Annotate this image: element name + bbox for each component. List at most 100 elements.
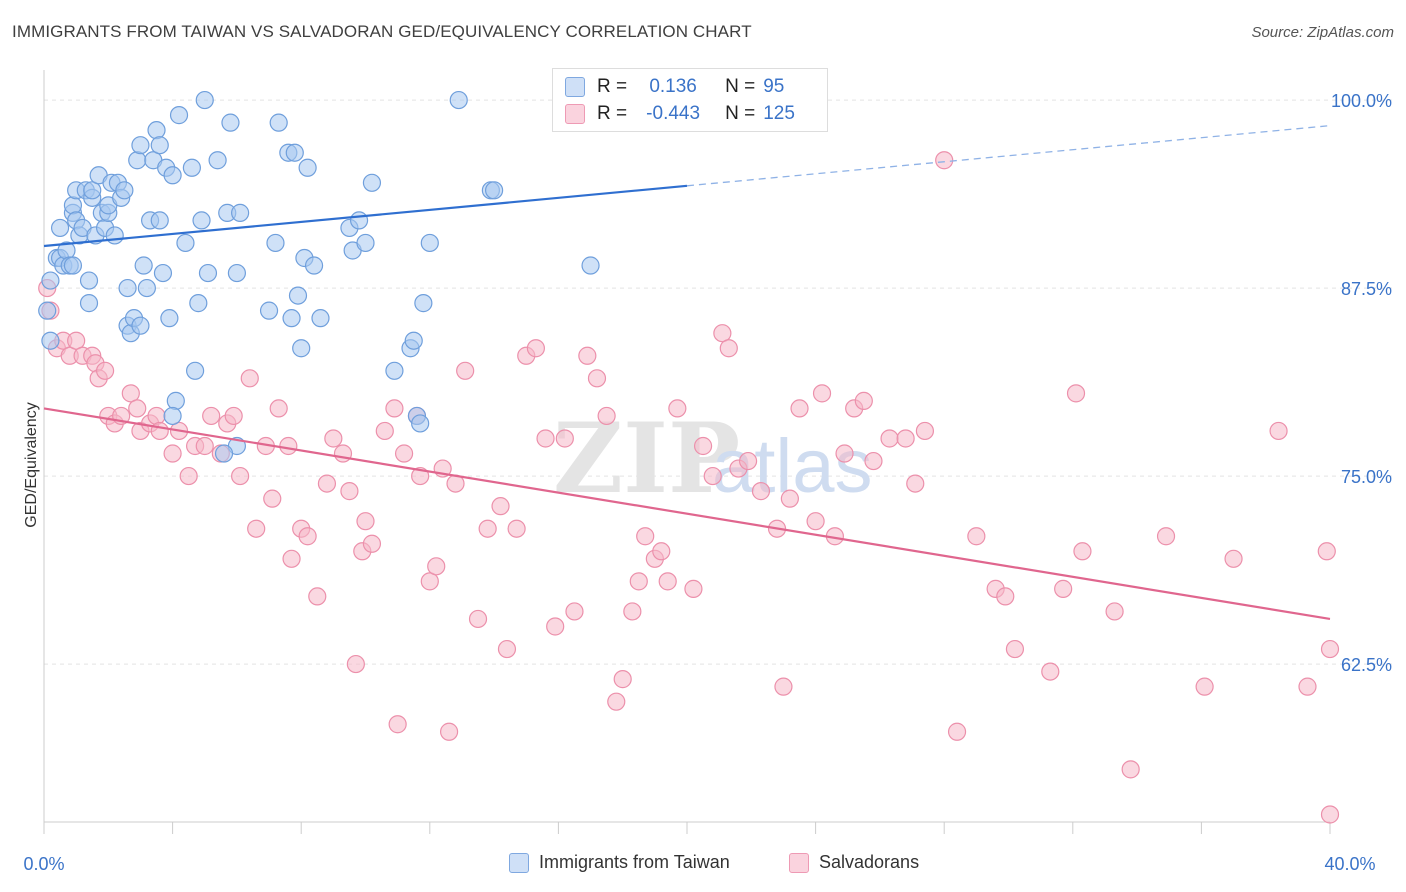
salvadoran-point <box>652 542 671 561</box>
legend-n-value: 125 <box>763 103 795 124</box>
bottom-legend-swatch-blue <box>509 852 529 873</box>
salvadoran-point <box>854 391 873 410</box>
legend-swatch-pink <box>565 104 585 124</box>
label-layer: 62.5% 75.0% 87.5% 100.0% 0.0% 40.0% GED/Equiva… <box>23 91 1392 874</box>
salvadoran-point <box>298 527 317 546</box>
taiwan-point <box>50 218 70 238</box>
salvadoran-point <box>202 406 221 426</box>
salvadoran-point <box>507 519 526 538</box>
legend-r-value: -0.443 <box>646 103 701 124</box>
taiwan-point <box>163 166 182 185</box>
grid-layer <box>44 99 1392 665</box>
taiwan-point <box>105 226 124 245</box>
y-tick-label: 75.0% <box>1341 467 1392 487</box>
salvadoran-point <box>150 421 169 441</box>
salvadoran-point <box>324 429 343 448</box>
salvadoran-point <box>780 489 799 508</box>
taiwan-point <box>150 211 169 230</box>
salvadoran-point <box>1224 549 1243 568</box>
taiwan-point <box>128 151 147 170</box>
salvadoran-point <box>880 429 899 448</box>
salvadoran-point <box>147 406 166 426</box>
taiwan-point <box>282 309 301 328</box>
salvadoran-point <box>240 369 259 388</box>
salvadoran-point <box>282 549 301 568</box>
taiwan-point <box>63 256 83 275</box>
salvadoran-point <box>751 482 771 501</box>
salvadoran-point <box>1105 602 1124 621</box>
salvadoran-point <box>1298 677 1317 696</box>
taiwan-point <box>41 271 60 290</box>
salvadoran-point <box>790 399 809 418</box>
taiwan-point <box>115 181 134 200</box>
salvadoran-point <box>906 474 925 493</box>
salvadoran-point <box>1317 542 1336 561</box>
legend-row-taiwan: R = 0.136 N = 95 <box>565 75 784 99</box>
taiwan-point <box>231 203 250 222</box>
taiwan-point <box>581 256 600 275</box>
taiwan-point <box>362 173 382 192</box>
salvadoran-point <box>1005 639 1025 659</box>
taiwan-point <box>147 121 166 140</box>
salvadoran-point <box>613 670 632 689</box>
salvadoran-point <box>806 512 825 531</box>
salvadoran-point <box>864 451 883 471</box>
salvadoran-point <box>1195 677 1214 696</box>
salvadoran-point <box>526 339 545 358</box>
taiwan-point <box>134 256 153 275</box>
salvadoran-point <box>1041 662 1060 681</box>
legend-swatch-blue <box>565 77 585 97</box>
legend-n-label: N = <box>725 103 756 124</box>
salvadoran-point <box>1054 579 1073 598</box>
taiwan-point <box>131 136 150 155</box>
taiwan-point <box>192 211 211 230</box>
legend-r-label: R = <box>597 103 628 124</box>
salvadoran-point <box>896 429 915 448</box>
salvadoran-point <box>439 722 459 741</box>
salvadoran-point <box>1156 527 1176 546</box>
salvadoran-point <box>121 384 140 403</box>
salvadoran-point <box>394 444 414 463</box>
taiwan-point <box>269 113 288 132</box>
salvadoran-point <box>346 654 365 674</box>
taiwan-point <box>214 444 234 463</box>
legend-n-value: 95 <box>763 76 785 97</box>
salvadoran-point <box>629 572 648 591</box>
bottom-legend-swatch-pink <box>789 852 809 873</box>
y-axis-label: GED/Equivalency <box>23 402 40 527</box>
salvadoran-point <box>356 512 375 531</box>
salvadoran-point <box>607 692 626 711</box>
taiwan-point <box>131 316 150 335</box>
x-tick-label: 0.0% <box>23 854 64 874</box>
taiwan-point <box>356 233 375 253</box>
salvadoran-point <box>713 324 732 343</box>
taiwan-point <box>137 278 156 298</box>
salvadoran-point <box>947 722 967 741</box>
taiwan-point <box>304 256 324 275</box>
taiwan-point <box>266 233 285 253</box>
taiwan-point <box>163 406 182 426</box>
taiwan-point <box>41 331 60 350</box>
legend-row-salvadoran: R = -0.443 N = 125 <box>565 102 795 126</box>
salvadoran-point <box>269 399 288 418</box>
salvadoran-point <box>1121 760 1140 779</box>
taiwan-point <box>63 196 83 215</box>
trend-layer <box>43 125 1331 621</box>
salvadoran-point <box>67 331 86 350</box>
taiwan-trendline-extension <box>686 125 1331 187</box>
salvadoran-point <box>362 534 382 553</box>
taiwan-point <box>182 158 201 177</box>
salvadoran-point <box>279 436 298 456</box>
bottom-legend-label: Immigrants from Taiwan <box>539 852 730 872</box>
salvadoran-point <box>420 572 439 591</box>
salvadoran-point <box>411 466 430 486</box>
bottom-legend-label: Salvadorans <box>819 852 920 872</box>
salvadoran-point <box>703 466 722 486</box>
salvadoran-point <box>478 519 497 538</box>
salvadoran-point <box>658 572 677 591</box>
taiwan-point <box>150 136 169 155</box>
salvadoran-point <box>308 587 327 606</box>
salvadoran-point <box>497 639 517 659</box>
taiwan-point <box>189 294 208 313</box>
